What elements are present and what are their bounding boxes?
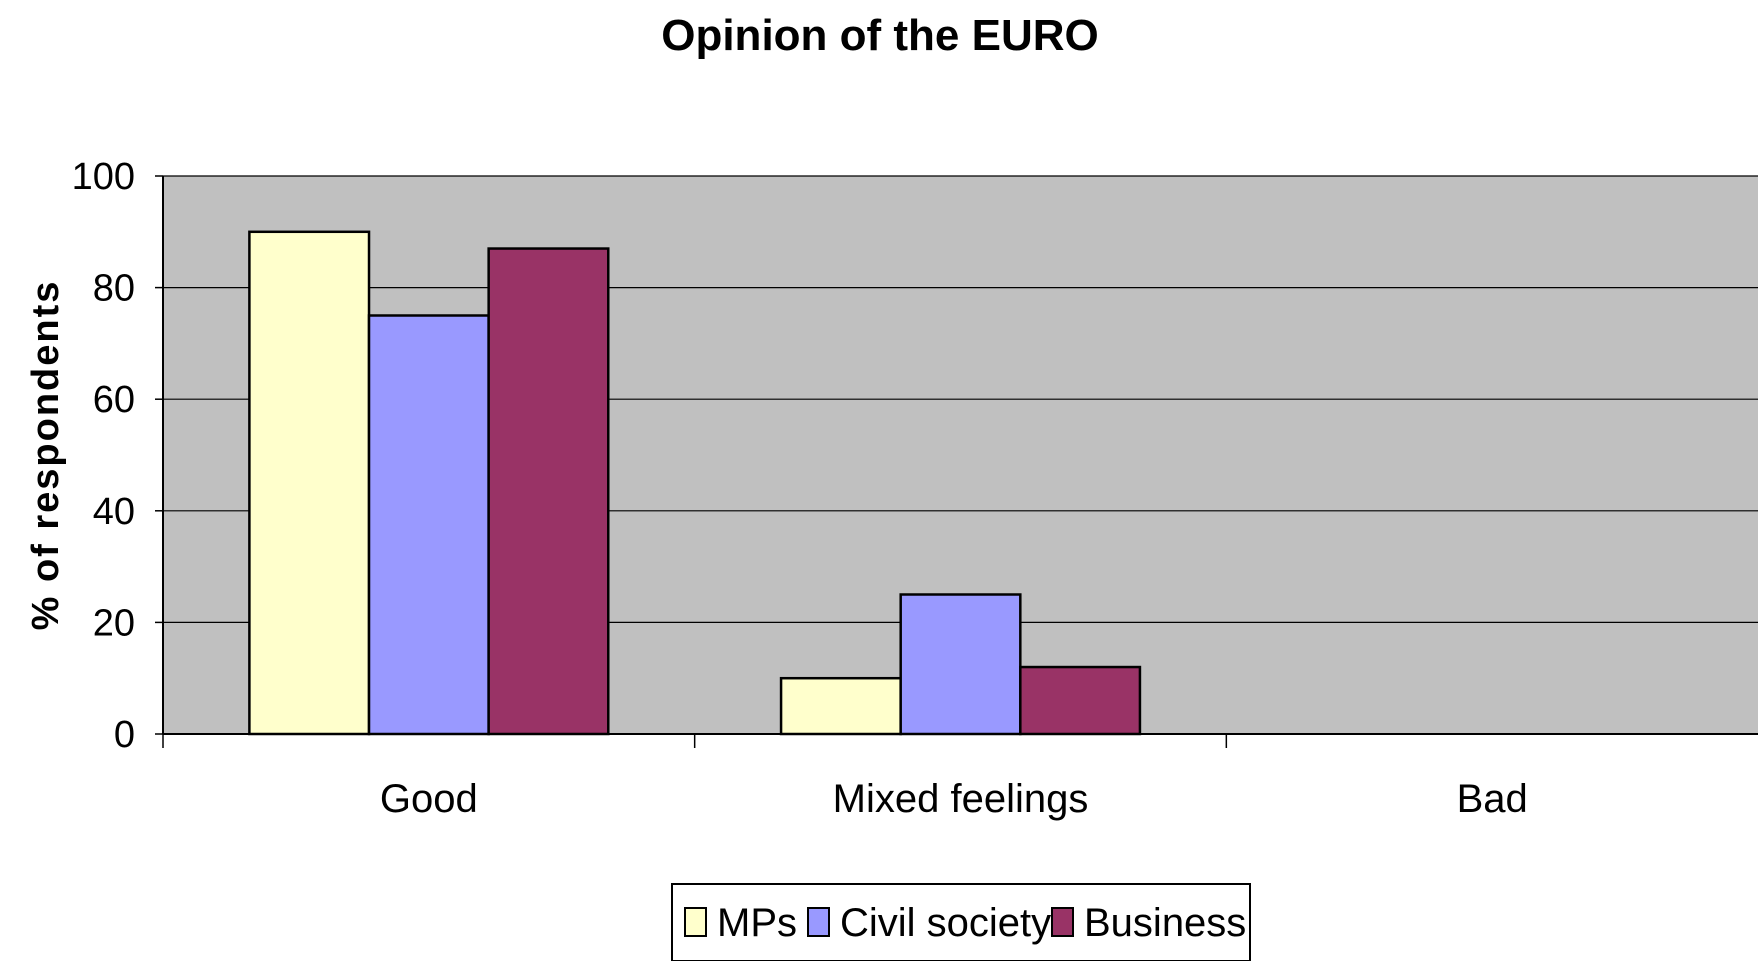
category-label: Mixed feelings xyxy=(833,777,1089,821)
y-tick-label: 60 xyxy=(93,379,135,421)
bar-civil-society-mixed-feelings xyxy=(899,593,1022,736)
legend-label: Civil society xyxy=(840,901,1051,945)
legend-label: Business xyxy=(1084,901,1246,945)
chart-title: Opinion of the EURO xyxy=(661,11,1099,60)
legend-box xyxy=(671,883,1251,961)
bar-civil-society-good xyxy=(367,314,490,736)
legend: MPs Civil society Business xyxy=(671,883,1251,961)
bar-mps-mixed-feelings xyxy=(779,676,902,736)
axes xyxy=(155,175,1758,748)
bar-mps-good xyxy=(248,230,371,736)
category-label: Good xyxy=(380,777,478,821)
y-axis-label: % of respondents xyxy=(25,280,67,631)
bar-business-mixed-feelings xyxy=(1019,665,1142,736)
category-label: Bad xyxy=(1457,777,1528,821)
category-labels: Good Mixed feelings Bad xyxy=(380,777,1528,821)
y-tick-label: 40 xyxy=(93,491,135,533)
y-tick-labels: 0 20 40 60 80 100 xyxy=(72,156,135,756)
y-tick-label: 80 xyxy=(93,268,135,310)
y-tick-label: 20 xyxy=(93,602,135,644)
legend-swatch-mps xyxy=(684,907,707,937)
legend-swatch-business xyxy=(1051,907,1074,937)
y-tick-label: 100 xyxy=(72,156,135,198)
bars xyxy=(248,230,1142,736)
bar-business-good xyxy=(487,247,610,736)
legend-swatch-civil-society xyxy=(807,907,830,937)
legend-label: MPs xyxy=(717,901,797,945)
y-tick-label: 0 xyxy=(114,714,135,756)
